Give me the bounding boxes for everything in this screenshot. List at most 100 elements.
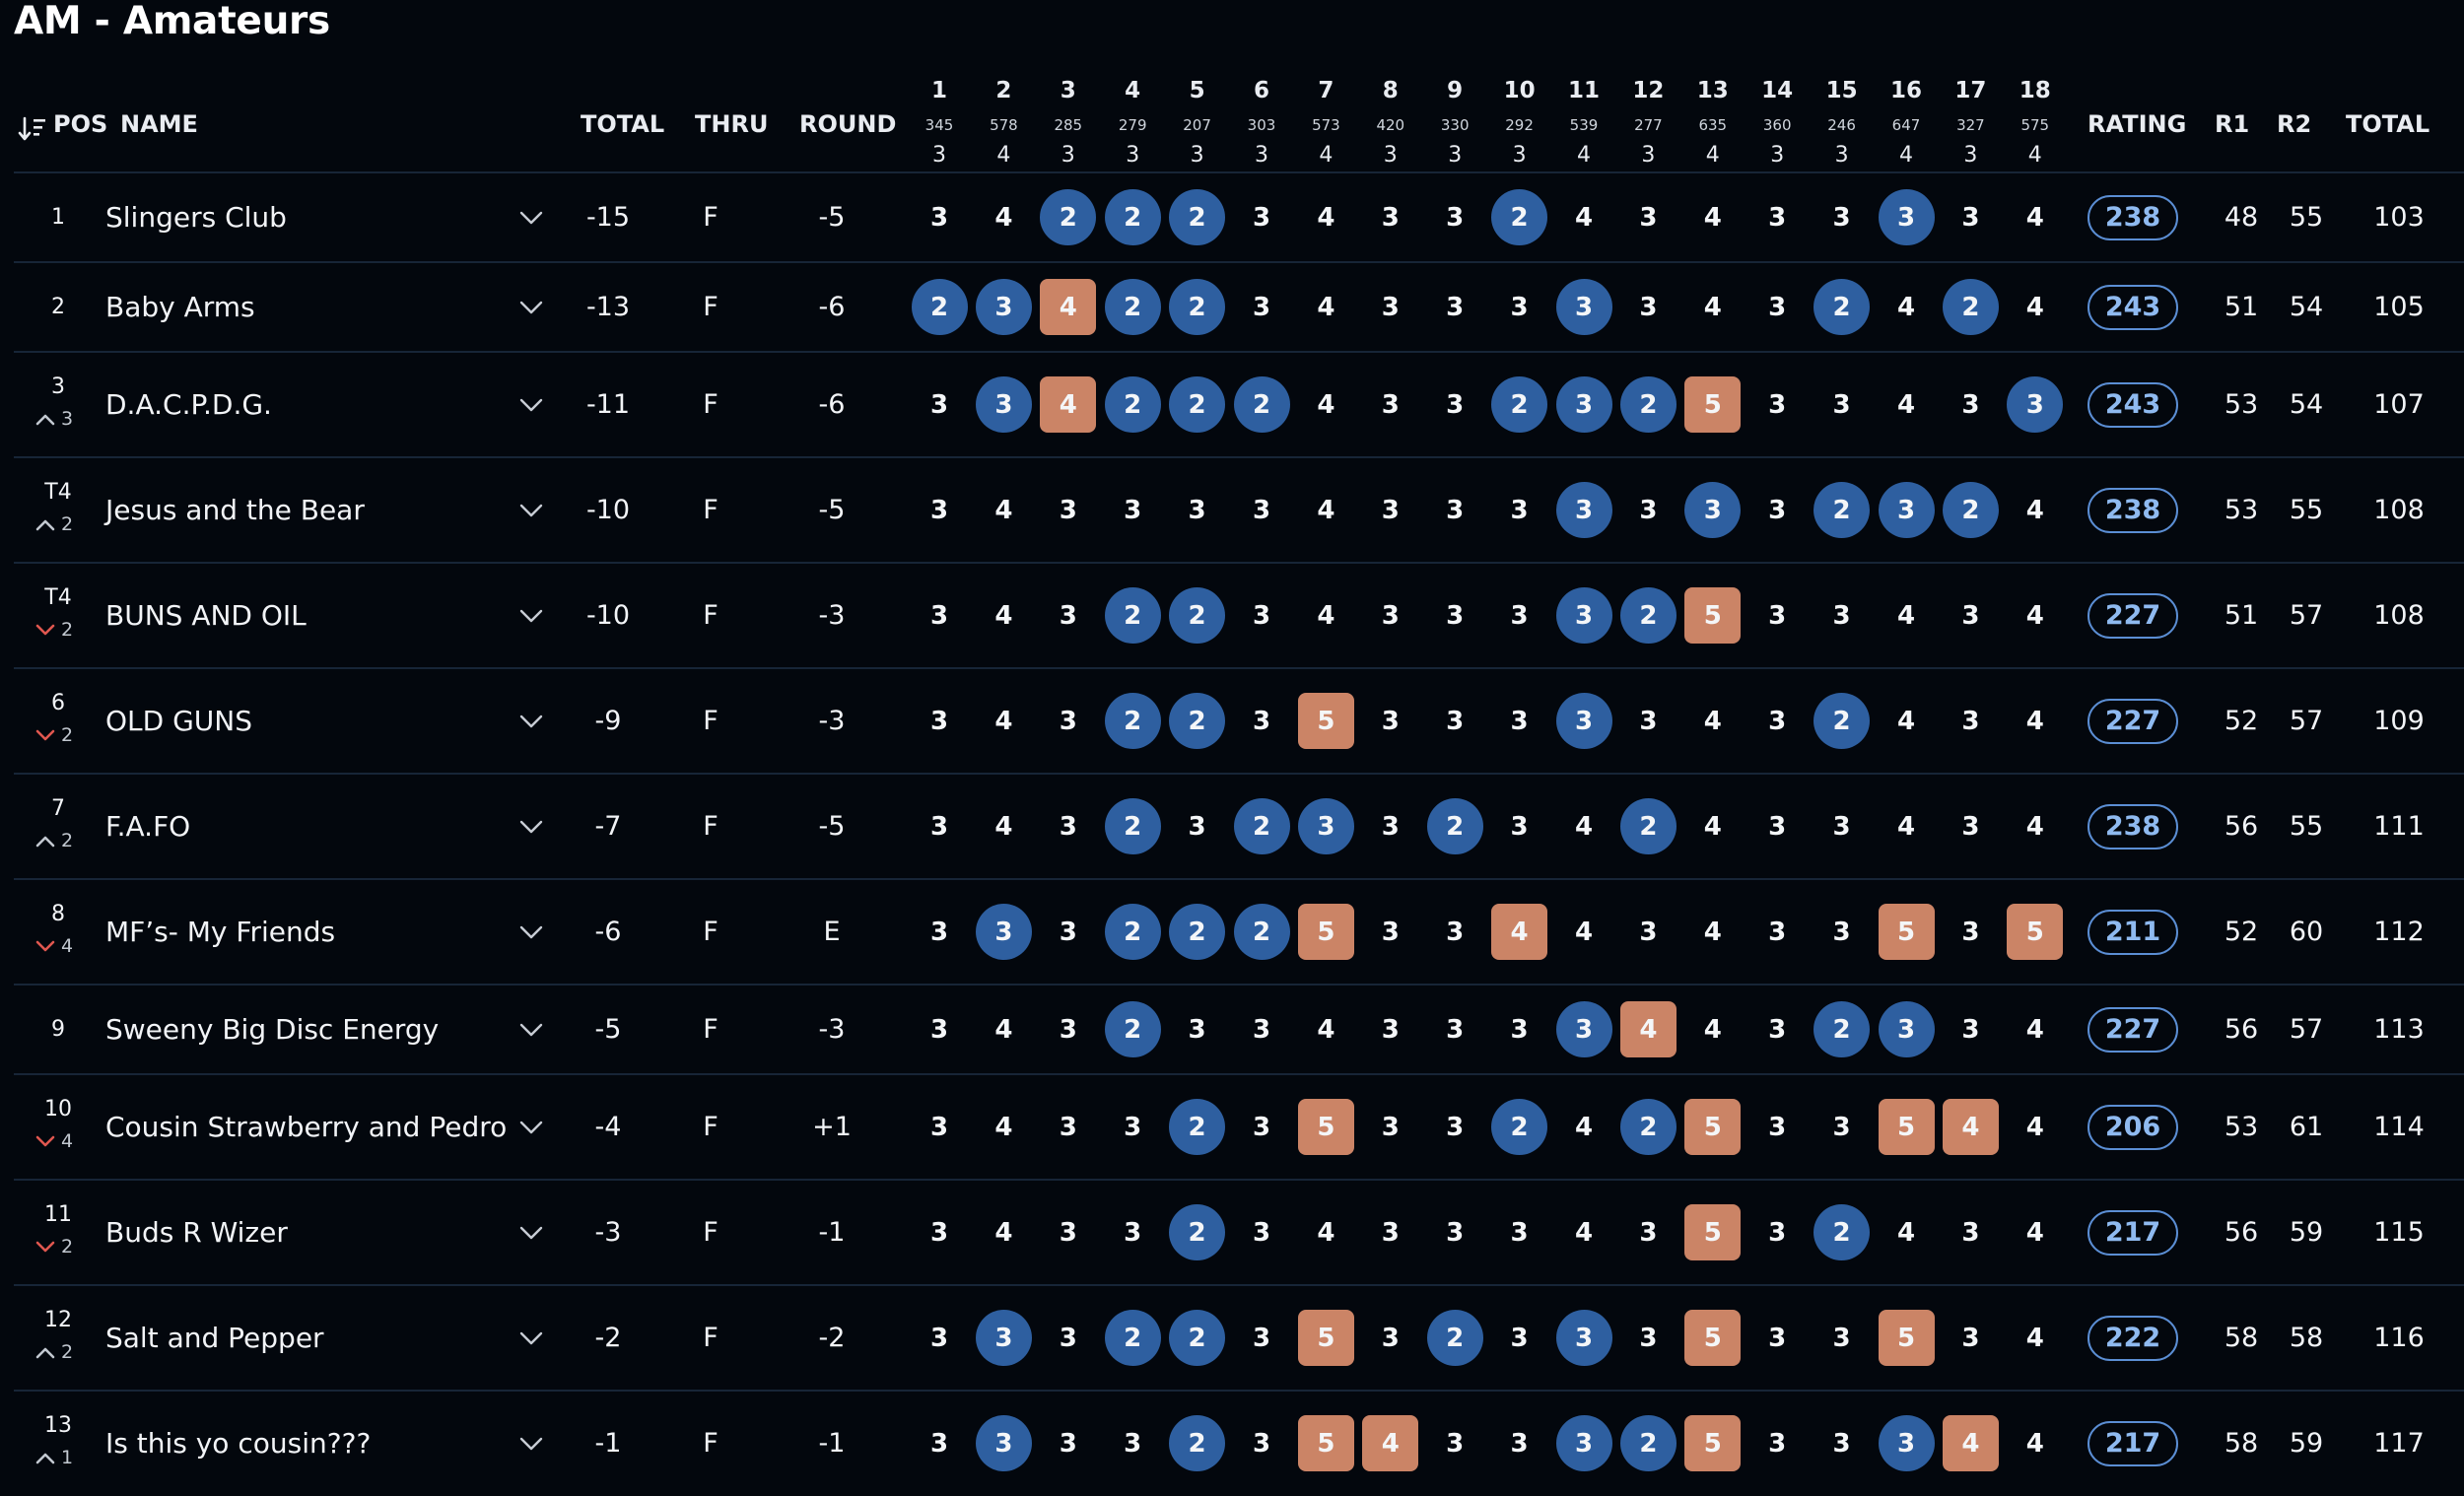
table-row[interactable]: T4 2 BUNS AND OIL -10 F -3 3 4 3 2 2 3 4 3 3 3 3 2 5 3 3 4 3 4 2… [14, 562, 2464, 667]
round-header[interactable]: ROUND [799, 110, 897, 138]
round-score: E [823, 917, 841, 947]
total-score: -11 [585, 389, 631, 420]
table-row[interactable]: 12 2 Salt and Pepper -2 F -2 3 3 3 2 2 3 5 3 2 3 3 3 5 3 3 5 3… [14, 1284, 2464, 1390]
expand-row-button[interactable] [518, 564, 544, 667]
table-row[interactable]: T4 2 Jesus and the Bear -10 F -5 3 4 3 3 3 3 4 3 3 3 3 3 3… [14, 456, 2464, 562]
team-name[interactable]: Jesus and the Bear [105, 494, 365, 526]
hole-score-16: 4 [1877, 564, 1936, 667]
par-score: 3 [1832, 202, 1851, 233]
hole-score-4: 3 [1103, 1392, 1162, 1495]
par-score: 4 [2025, 1112, 2044, 1142]
pos-header[interactable]: POS [53, 110, 108, 138]
table-row[interactable]: 6 2 OLD GUNS -9 F -3 3 4 3 2 2 3 5 3 3 3 3 3 4 3 2 4 3 4 227 52 57… [14, 667, 2464, 773]
team-name[interactable]: OLD GUNS [105, 705, 253, 737]
total-score: -10 [585, 600, 631, 631]
birdie-marker: 2 [1104, 1001, 1161, 1057]
table-row[interactable]: 2 Baby Arms -13 F -6 2 3 4 2 2 3 4 3 3 3 3 3 4 3 2 4 2 4 243 51 5… [14, 261, 2464, 351]
table-row[interactable]: 10 4 Cousin Strawberry and Pedro -4 F +1 3 4 3 3 2… [14, 1073, 2464, 1179]
total-header[interactable]: TOTAL [581, 110, 665, 138]
team-name[interactable]: Salt and Pepper [105, 1322, 324, 1354]
hole-score-11: 3 [1554, 564, 1613, 667]
team-name[interactable]: Sweeny Big Disc Energy [105, 1013, 440, 1046]
name-header[interactable]: NAME [120, 110, 198, 138]
rating-badge: 227 [2088, 564, 2178, 667]
par-score: 4 [1317, 495, 1335, 525]
table-row[interactable]: 3 3 D.A.C.P.D.G. -11 F -6 3 3 4 2 2 2 4 3 3 2 3 2 5 3 3 4 3 3 24… [14, 351, 2464, 456]
hole-score-13: 4 [1683, 880, 1743, 984]
hole-score-10: 3 [1490, 564, 1549, 667]
grand-total-header[interactable]: TOTAL [2346, 110, 2430, 138]
par-score: 3 [1446, 1217, 1465, 1248]
hole-score-2: 4 [974, 1181, 1033, 1284]
par-score: 4 [994, 202, 1013, 233]
expand-row-button[interactable] [518, 986, 544, 1073]
table-row[interactable]: 11 2 Buds R Wizer -3 F -1 3 4 3 3 2 3 4 3 3 3 4 3 5 3 2 4 3 4 21… [14, 1179, 2464, 1284]
chevron-down-icon [519, 1331, 543, 1344]
r1-header[interactable]: R1 [2215, 110, 2250, 138]
expand-row-button[interactable] [518, 1392, 544, 1495]
par-score: 3 [1059, 811, 1077, 842]
grand-total: 107 [2373, 389, 2425, 420]
total-score: -1 [594, 1428, 622, 1459]
birdie-marker: 2 [1169, 1310, 1226, 1366]
chevron-down-icon [35, 1135, 55, 1146]
par-score: 3 [1510, 600, 1529, 631]
hole-score-3: 3 [1039, 1392, 1098, 1495]
hole-score-12: 3 [1618, 880, 1677, 984]
expand-row-button[interactable] [518, 1181, 544, 1284]
team-name[interactable]: Is this yo cousin??? [105, 1427, 372, 1460]
position-change: 3 [35, 408, 95, 430]
rating-header[interactable]: RATING [2088, 110, 2187, 138]
thru-header[interactable]: THRU [695, 110, 769, 138]
hole-score-15: 3 [1813, 353, 1872, 456]
par-score: 3 [1768, 917, 1787, 947]
expand-row-button[interactable] [518, 263, 544, 351]
par-score: 4 [2025, 1217, 2044, 1248]
expand-row-button[interactable] [518, 1286, 544, 1390]
table-row[interactable]: 7 2 F.A.FO -7 F -5 3 4 3 2 3 2 3 3 2 3 4 2 4 3 3 4 3 4 238 56 55 11… [14, 773, 2464, 878]
team-name[interactable]: Buds R Wizer [105, 1216, 288, 1249]
table-row[interactable]: 13 1 Is this yo cousin??? -1 F -1 3 3 3 3 2 3 5 4 3 3 3 2… [14, 1390, 2464, 1495]
team-name[interactable]: MF’s- My Friends [105, 916, 336, 948]
hole-header-14: 14 360 3 [1747, 73, 1807, 171]
hole-score-2: 4 [974, 775, 1033, 878]
hole-score-3: 3 [1039, 564, 1098, 667]
expand-row-button[interactable] [518, 880, 544, 984]
r2-header[interactable]: R2 [2277, 110, 2312, 138]
hole-score-7: 5 [1296, 880, 1355, 984]
position-cell: 1 [14, 173, 103, 261]
team-name[interactable]: Baby Arms [105, 291, 255, 323]
hole-score-1: 3 [910, 669, 969, 773]
expand-row-button[interactable] [518, 775, 544, 878]
hole-par: 3 [1061, 143, 1075, 168]
table-row[interactable]: 9 Sweeny Big Disc Energy -5 F -3 3 4 3 2 3 3 4 3 3 3 3 4… [14, 984, 2464, 1073]
expand-row-button[interactable] [518, 669, 544, 773]
team-name[interactable]: Cousin Strawberry and Pedro [105, 1111, 508, 1143]
hole-score-5: 2 [1168, 669, 1227, 773]
hole-header-15: 15 246 3 [1813, 73, 1872, 171]
hole-score-12: 3 [1618, 173, 1677, 261]
expand-row-button[interactable] [518, 1075, 544, 1179]
par-score: 4 [1896, 706, 1916, 736]
team-name[interactable]: BUNS AND OIL [105, 599, 307, 632]
expand-row-button[interactable] [518, 458, 544, 562]
position-number: 2 [51, 294, 65, 319]
table-row[interactable]: 8 4 MF’s- My Friends -6 F E 3 3 3 2 2 2 5 3 3 4 4 3 4 3 3 5 3 5… [14, 878, 2464, 984]
thru-value: F [703, 389, 719, 420]
hole-score-12: 3 [1618, 1181, 1677, 1284]
par-score: 4 [2025, 1014, 2044, 1045]
thru-value: F [703, 1112, 719, 1142]
expand-row-button[interactable] [518, 353, 544, 456]
hole-score-15: 3 [1813, 775, 1872, 878]
hole-score-18: 4 [2006, 173, 2065, 261]
team-name[interactable]: F.A.FO [105, 810, 191, 843]
sort-descending-icon[interactable] [18, 114, 47, 144]
table-row[interactable]: 1 Slingers Club -15 F -5 3 4 2 2 2 3 4 3 3 2 4 3 4 3 3 3 3 4 23… [14, 171, 2464, 261]
team-name[interactable]: Slingers Club [105, 201, 287, 234]
position-number: 7 [51, 795, 65, 821]
chevron-up-icon [35, 519, 55, 530]
team-name[interactable]: D.A.C.P.D.G. [105, 388, 272, 421]
expand-row-button[interactable] [518, 173, 544, 261]
par-score: 3 [1446, 292, 1465, 322]
bogey-marker: 5 [1297, 1415, 1354, 1471]
